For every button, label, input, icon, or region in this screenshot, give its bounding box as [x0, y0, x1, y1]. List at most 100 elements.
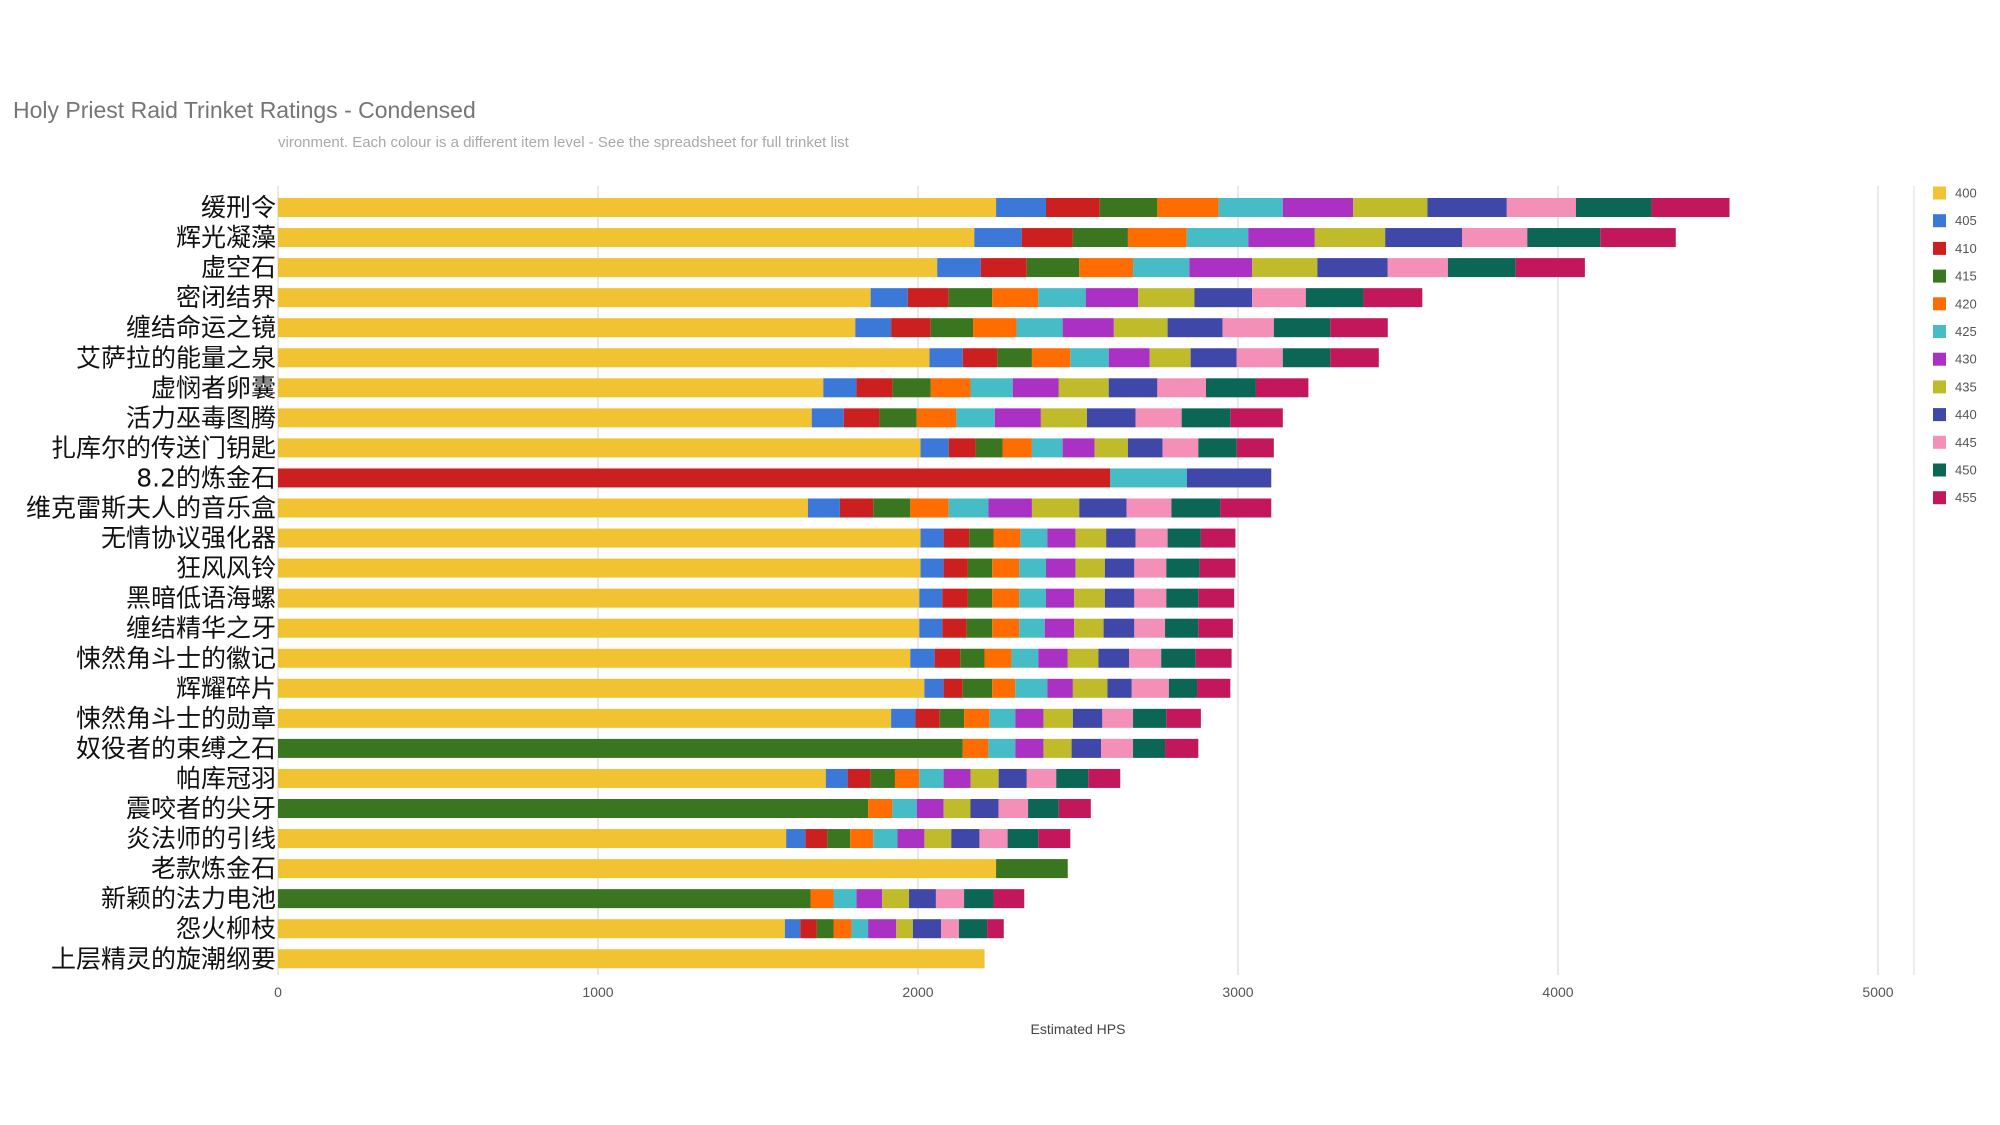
bar-segment-440	[912, 919, 942, 939]
bar-segment-440	[1098, 648, 1130, 668]
bar-segment-455	[1199, 558, 1236, 578]
bar-segment-435	[943, 799, 971, 818]
legend-label: 455	[1955, 490, 1977, 505]
bar-segment-450	[958, 919, 988, 939]
bar-segment-415	[1099, 198, 1158, 217]
bar-segment-400	[278, 348, 930, 368]
bar-segment-445	[1131, 678, 1169, 698]
bar-segment-455	[1200, 528, 1236, 548]
bar-segment-405	[870, 288, 908, 308]
bar-segment-425	[1038, 288, 1086, 308]
bar-segment-440	[1106, 528, 1136, 548]
bar-segment-410	[943, 678, 963, 698]
bar-segment-420	[992, 618, 1020, 638]
bar-segment-400	[278, 648, 911, 668]
x-tick-label: 5000	[1862, 984, 1893, 1000]
bar-segment-430	[897, 829, 925, 849]
bar-segment-415	[930, 318, 974, 338]
x-tick-label: 2000	[902, 984, 933, 1000]
bar-segment-455	[1330, 318, 1388, 338]
bar-segment-435	[1138, 288, 1195, 308]
bar-segment-440	[1427, 198, 1507, 217]
bar-segment-405	[920, 528, 944, 548]
bar-segment-445	[1134, 558, 1167, 578]
legend-label: 415	[1955, 269, 1977, 284]
bar-segment-450	[1206, 378, 1256, 398]
bar-segment-435	[970, 768, 999, 788]
bar-segment-410	[1021, 228, 1073, 248]
bar-segment-410	[962, 348, 998, 368]
bar-segment-410	[942, 618, 967, 638]
bar-segment-405	[924, 678, 944, 698]
bar-segment-415	[960, 648, 985, 668]
bar-segment-415	[967, 588, 993, 608]
bar-segment-400	[278, 288, 871, 308]
bar-segment-435	[1072, 678, 1108, 698]
bar-segment-440	[1317, 258, 1388, 278]
bar-segment-410	[800, 919, 817, 939]
bar-segment-405	[920, 438, 949, 458]
bar-segment-400	[278, 588, 920, 608]
bar-segment-410	[856, 378, 893, 398]
bar-segment-410	[805, 829, 828, 849]
bar-segment-450	[1282, 348, 1331, 368]
bar-segment-400	[278, 228, 975, 248]
bar-segment-420	[930, 378, 971, 398]
bar-segment-440	[1167, 318, 1223, 338]
category-label: 怨火柳枝	[176, 914, 276, 943]
bar-segment-400	[278, 949, 985, 969]
bar-segment-455	[1651, 198, 1730, 217]
category-label: 无情协议强化器	[101, 524, 276, 553]
bar-segment-445	[1026, 768, 1057, 788]
bar-segment-410	[942, 588, 968, 608]
bar-segment-455	[1600, 228, 1676, 248]
bar-segment-445	[1506, 198, 1576, 217]
bar-segment-435	[924, 829, 952, 849]
bar-segment-415	[278, 799, 869, 818]
bar-segment-455	[1195, 648, 1232, 668]
bar-segment-405	[919, 588, 943, 608]
bar-segment-435	[1075, 558, 1105, 578]
chart-title: Holy Priest Raid Trinket Ratings - Conde…	[13, 97, 476, 123]
bar-segment-420	[910, 498, 949, 518]
bar-segment-405	[807, 498, 840, 518]
bar-segment-445	[1162, 438, 1199, 458]
x-tick-label: 1000	[582, 984, 613, 1000]
bar-segment-455	[1058, 799, 1091, 818]
bar-segment-410	[1046, 198, 1100, 217]
bar-segment-450	[1171, 498, 1221, 518]
bar-segment-445	[935, 889, 965, 909]
bar-segment-440	[1194, 288, 1253, 308]
category-label: 缠结命运之镜	[126, 313, 276, 342]
bar-segment-435	[1094, 438, 1128, 458]
bar-segment-405	[823, 378, 857, 398]
bar-segment-425	[1015, 678, 1048, 698]
bar-segment-410	[934, 648, 961, 668]
category-label: 老款炼金石	[151, 854, 276, 883]
bar-segment-420	[868, 799, 893, 818]
bar-segment-420	[1031, 348, 1071, 368]
bar-segment-420	[962, 738, 989, 758]
bar-segment-445	[1462, 228, 1528, 248]
bar-segment-440	[998, 768, 1027, 788]
category-label: 悚然角斗士的勋章	[76, 704, 276, 733]
category-label: 奴役者的束缚之石	[76, 734, 276, 763]
bar-segment-410	[278, 468, 1110, 488]
bar-segment-425	[1020, 528, 1048, 548]
bar-segment-400	[278, 708, 892, 728]
bar-segment-425	[833, 889, 857, 909]
bar-segment-415	[967, 558, 993, 578]
bar-segment-455	[1330, 348, 1379, 368]
bar-segment-430	[1189, 258, 1253, 278]
bar-segment-450	[1305, 288, 1364, 308]
bar-segment-400	[278, 438, 921, 458]
bar-segment-445	[1134, 588, 1167, 608]
legend-swatch	[1933, 435, 1946, 449]
bar-segment-455	[1230, 408, 1283, 428]
bar-segment-435	[882, 889, 910, 909]
bar-segment-425	[1016, 318, 1063, 338]
bar-segment-405	[811, 408, 844, 428]
legend-swatch	[1933, 463, 1946, 477]
bar-segment-420	[984, 648, 1012, 668]
bar-segment-455	[1038, 829, 1071, 849]
